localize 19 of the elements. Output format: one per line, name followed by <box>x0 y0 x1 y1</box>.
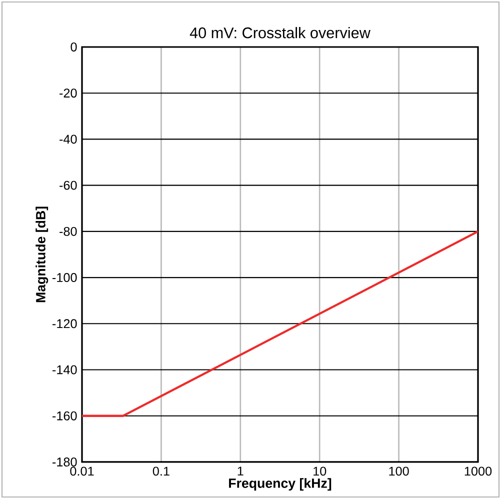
x-tick-label: 0.1 <box>152 466 170 476</box>
y-tick-label: -140 <box>52 365 77 374</box>
x-tick-label: 100 <box>389 466 409 476</box>
y-axis-title: Magnitude [dB] <box>36 206 48 302</box>
x-tick-label: 0.01 <box>70 466 94 476</box>
x-tick-label: 1000 <box>464 466 492 476</box>
y-tick-label: -60 <box>60 180 77 190</box>
y-tick-label: -180 <box>52 458 77 466</box>
x-axis-title: Frequency [kHz] <box>229 478 332 491</box>
y-tick-label: -20 <box>60 88 77 98</box>
y-tick-label: -160 <box>52 411 77 420</box>
y-tick-label: -100 <box>52 273 77 282</box>
chart-title: 40 mV: Crosstalk overview <box>190 27 370 38</box>
y-tick-label: 0 <box>70 42 77 52</box>
y-tick-label: -40 <box>60 134 77 144</box>
x-tick-label: 10 <box>314 466 326 476</box>
x-tick-label: 1 <box>238 466 244 476</box>
y-tick-label: -80 <box>60 226 77 236</box>
y-tick-label: -120 <box>52 319 77 328</box>
